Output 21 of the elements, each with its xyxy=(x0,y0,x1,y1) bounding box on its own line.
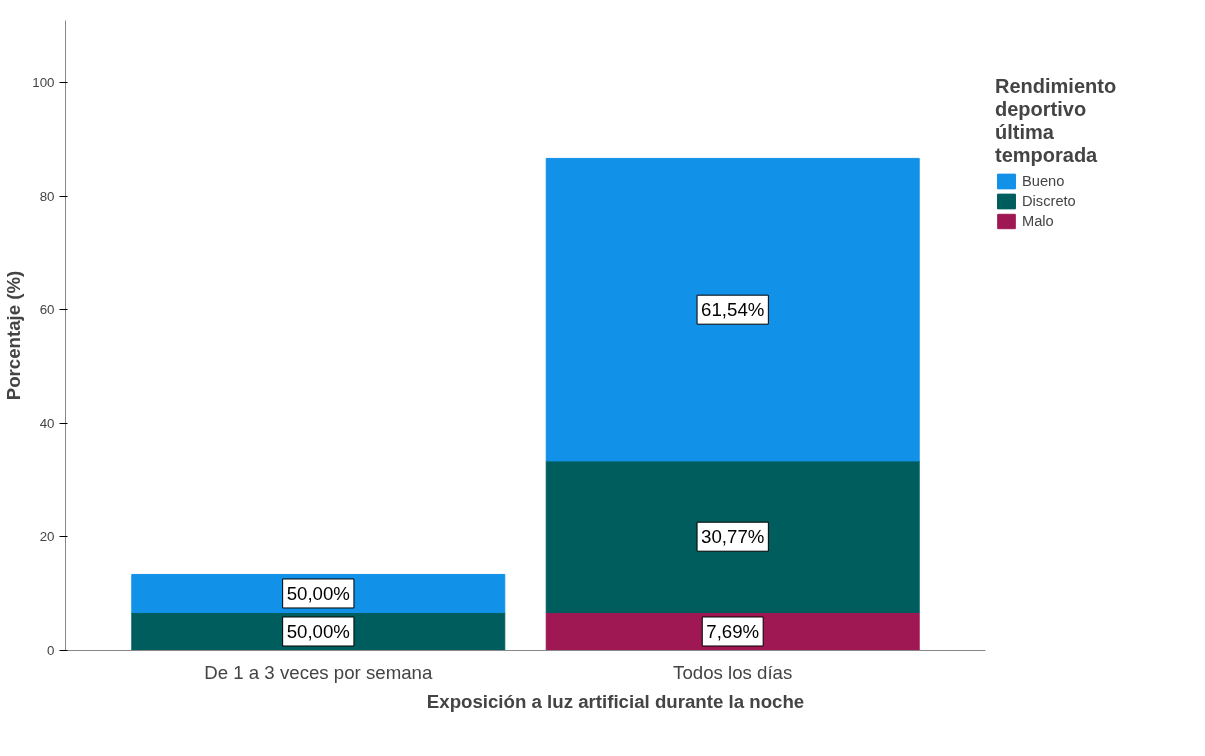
legend-title: Rendimiento deportivo última temporada xyxy=(995,75,1117,167)
legend-label: Bueno xyxy=(1022,173,1065,189)
y-tick-label: 20 xyxy=(39,529,55,545)
annotation: 50,00% xyxy=(286,582,350,604)
y-tick-label: 40 xyxy=(39,415,55,431)
annotation: 61,54% xyxy=(701,299,765,321)
x-tick-label: Todos los días xyxy=(673,661,793,683)
annotation: 30,77% xyxy=(701,526,765,548)
legend-label: Malo xyxy=(1022,213,1054,229)
y-tick-label: 0 xyxy=(47,643,55,658)
bar xyxy=(545,460,920,613)
y-axis-title: Porcentaje (%) xyxy=(3,270,25,401)
annotation: 7,69% xyxy=(706,620,760,642)
x-axis-title: Exposición a luz artificial durante la noche xyxy=(426,690,805,712)
bar xyxy=(545,157,920,462)
y-tick-label: 100 xyxy=(32,75,55,91)
y-tick-label: 60 xyxy=(39,302,55,318)
x-tick-label: De 1 a 3 veces por semana xyxy=(204,661,433,683)
annotation: 50,00% xyxy=(286,620,350,642)
y-tick-label: 80 xyxy=(39,188,55,204)
legend-label: Discreto xyxy=(1022,193,1076,209)
